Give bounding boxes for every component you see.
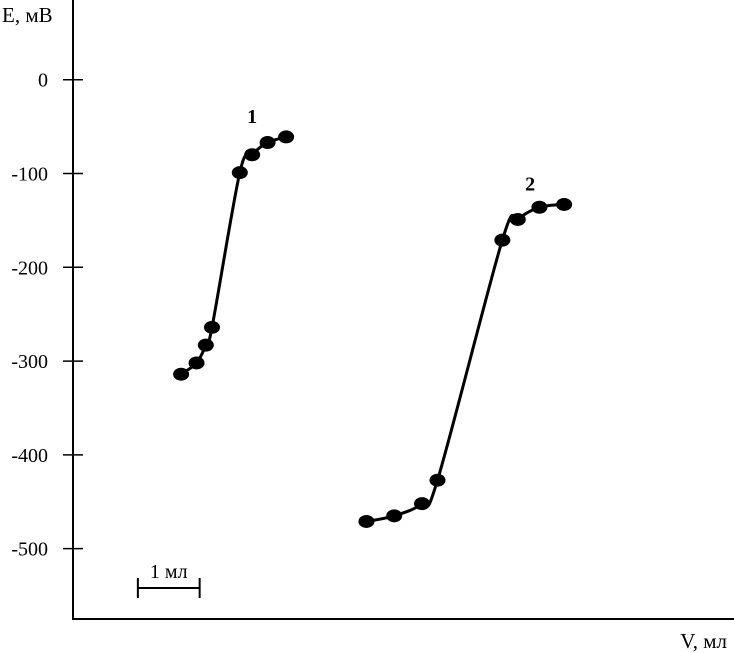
x-axis-label: V, мл bbox=[680, 629, 727, 653]
y-tick-label: -400 bbox=[11, 445, 48, 467]
data-point bbox=[386, 509, 403, 523]
y-tick-label: 0 bbox=[38, 70, 48, 92]
data-point bbox=[259, 136, 276, 150]
scale-bar-label: 1 мл bbox=[150, 561, 188, 583]
data-point bbox=[429, 473, 446, 487]
y-tick-label: -300 bbox=[11, 351, 48, 373]
data-point bbox=[244, 148, 261, 162]
data-point bbox=[358, 514, 375, 528]
series-group: 12 bbox=[173, 106, 573, 528]
y-axis-label: E, мВ bbox=[2, 3, 53, 27]
data-point bbox=[556, 197, 573, 211]
data-point bbox=[173, 367, 190, 381]
series-line bbox=[366, 203, 565, 523]
y-tick-label: -200 bbox=[11, 257, 48, 279]
series-2: 2 bbox=[358, 173, 573, 528]
series-label: 1 bbox=[247, 106, 257, 128]
axes bbox=[72, 0, 734, 620]
data-point bbox=[203, 320, 220, 334]
series-1: 1 bbox=[173, 106, 295, 381]
data-point bbox=[231, 166, 248, 180]
data-point bbox=[531, 200, 548, 214]
scale-bar: 1 мл bbox=[136, 561, 201, 598]
y-ticks: 0 -100 -200 -300 -400 -500 bbox=[11, 70, 83, 561]
y-tick-label: -100 bbox=[11, 164, 48, 186]
series-label: 2 bbox=[525, 173, 535, 195]
data-point bbox=[414, 497, 431, 511]
data-point bbox=[509, 212, 526, 226]
data-point bbox=[494, 233, 511, 247]
y-tick-label: -500 bbox=[11, 539, 48, 561]
data-point bbox=[197, 338, 214, 352]
data-point bbox=[188, 356, 205, 370]
data-point bbox=[278, 130, 295, 144]
